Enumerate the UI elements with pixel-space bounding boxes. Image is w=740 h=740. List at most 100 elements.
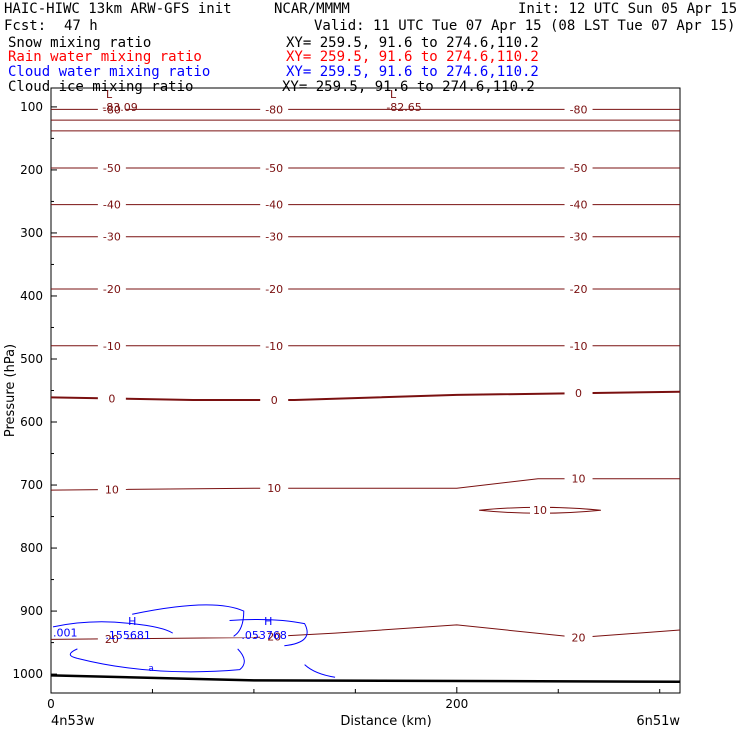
temperature-contour-label: 0 xyxy=(271,394,278,407)
low-marker: L xyxy=(106,88,113,101)
contour-label-bg xyxy=(260,230,289,243)
cloud-water-contour xyxy=(69,648,78,659)
temperature-contour-label: -80 xyxy=(265,103,283,116)
temperature-contour-label: -50 xyxy=(265,162,283,175)
cloud-water-high-marker: H xyxy=(264,615,272,628)
field-xy-rain: XY= 259.5, 91.6 to 274.6,110.2 xyxy=(286,49,539,65)
temperature-contour-label: 0 xyxy=(575,387,582,400)
temperature-contour-label: -10 xyxy=(103,340,121,353)
x-axis-label: Distance (km) xyxy=(340,714,431,729)
temperature-contour xyxy=(50,624,681,640)
y-tick-label: 800 xyxy=(20,541,43,555)
y-axis-label: Pressure (hPa) xyxy=(3,344,18,437)
contour-label-bg xyxy=(260,283,289,296)
temperature-contour-label: -10 xyxy=(265,340,283,353)
temperature-contour-label: -20 xyxy=(103,283,121,296)
contour-label-bg xyxy=(97,103,126,116)
y-tick-label: 600 xyxy=(20,415,43,429)
temperature-contour-label: -30 xyxy=(103,231,121,244)
temperature-contour-label: 20 xyxy=(572,632,586,645)
field-xy-cloud-ice: XY= 259.5, 91.6 to 274.6,110.2 xyxy=(282,79,535,95)
contour-label-bg xyxy=(564,103,593,116)
field-name-snow: Snow mixing ratio xyxy=(8,35,152,51)
contour-label-bg xyxy=(260,630,289,643)
contour-label-bg xyxy=(97,632,126,645)
y-tick-label: 100 xyxy=(20,100,43,114)
contour-label-bg xyxy=(564,472,593,485)
model-title: HAIC-HIWC 13km ARW-GFS init xyxy=(4,1,232,17)
temperature-contour-label: -80 xyxy=(570,103,588,116)
temperature-contour-label: -50 xyxy=(103,162,121,175)
contour-label-bg xyxy=(564,283,593,296)
temperature-contour-label: 10 xyxy=(533,504,547,517)
temperature-contour-label: 10 xyxy=(572,473,586,486)
field-name-rain: Rain water mixing ratio xyxy=(8,49,202,65)
contour-label-bg xyxy=(564,230,593,243)
low-value: -82.65 xyxy=(386,101,421,114)
y-tick-label: 1000 xyxy=(12,667,43,681)
ground-surface-line xyxy=(50,674,681,683)
low-marker: L xyxy=(390,88,397,101)
cloud-water-contour xyxy=(132,604,245,637)
init-time: Init: 12 UTC Sun 05 Apr 15 xyxy=(518,1,738,17)
contour-label-bg xyxy=(97,198,126,211)
contour-label-bg xyxy=(260,482,289,495)
temperature-contour-label: -80 xyxy=(103,103,121,116)
contour-label-bg xyxy=(260,198,289,211)
cloud-water-high-value: .155681 xyxy=(105,629,151,642)
field-xy-snow: XY= 259.5, 91.6 to 274.6,110.2 xyxy=(286,35,539,51)
y-tick-label: 300 xyxy=(20,226,43,240)
temperature-contour-label: -30 xyxy=(265,231,283,244)
low-value: -83.09 xyxy=(102,101,137,114)
right-endpoint-label: 6n51w xyxy=(636,714,680,729)
cloud-water-high-value: .053768 xyxy=(241,629,287,642)
cloud-water-contour xyxy=(229,618,308,647)
cloud-water-contour xyxy=(77,648,245,673)
contour-label-bg xyxy=(260,162,289,175)
cloud-water-contour-label: .001 xyxy=(53,626,78,639)
y-tick-label: 200 xyxy=(20,163,43,177)
y-tick-label: 400 xyxy=(20,289,43,303)
temperature-contour-label: -50 xyxy=(570,162,588,175)
contour-label-bg xyxy=(564,198,593,211)
temperature-contour xyxy=(50,390,681,401)
contour-label-bg xyxy=(260,393,289,406)
contour-label-bg xyxy=(564,162,593,175)
valid-time: Valid: 11 UTC Tue 07 Apr 15 (08 LST Tue … xyxy=(314,18,736,34)
temperature-contour-label: -40 xyxy=(265,199,283,212)
cloud-water-contour-label: a xyxy=(148,664,154,674)
contour-label-bg xyxy=(97,483,126,496)
cloud-water-contour xyxy=(304,664,336,678)
contour-label-bg xyxy=(97,230,126,243)
contour-label-bg xyxy=(97,339,126,352)
temperature-contour-label: -40 xyxy=(103,199,121,212)
temperature-contour-label: 10 xyxy=(267,482,281,495)
contour-label-bg xyxy=(97,283,126,296)
x-tick-label: 0 xyxy=(47,697,55,711)
field-xy-cloud-water: XY= 259.5, 91.6 to 274.6,110.2 xyxy=(286,64,539,80)
y-tick-label: 900 xyxy=(20,604,43,618)
contour-label-bg xyxy=(97,162,126,175)
field-name-cloud-water: Cloud water mixing ratio xyxy=(8,64,211,80)
forecast-label: Fcst: xyxy=(4,18,47,34)
y-tick-label: 500 xyxy=(20,352,43,366)
temperature-contour-label: 10 xyxy=(105,484,119,497)
contour-label-bg xyxy=(260,339,289,352)
contour-label-bg xyxy=(564,387,593,400)
y-tick-label: 700 xyxy=(20,478,43,492)
temperature-contour-label: 20 xyxy=(267,630,281,643)
temperature-contour-label: -20 xyxy=(570,283,588,296)
cloud-water-high-marker: H xyxy=(128,615,136,628)
organization-label: NCAR/MMMM xyxy=(274,1,350,17)
temperature-contour-label: -10 xyxy=(570,340,588,353)
cloud-water-contour xyxy=(52,621,174,634)
left-endpoint-label: 4n53w xyxy=(51,714,95,729)
forecast-hours: 47 h xyxy=(64,18,98,34)
x-tick-label: 200 xyxy=(445,697,468,711)
contour-label-bg xyxy=(260,103,289,116)
temperature-contour-label: 0 xyxy=(108,393,115,406)
temperature-contour-label: -40 xyxy=(570,199,588,212)
temperature-closed-contour xyxy=(479,506,601,514)
field-name-cloud-ice: Cloud ice mixing ratio xyxy=(8,79,194,95)
